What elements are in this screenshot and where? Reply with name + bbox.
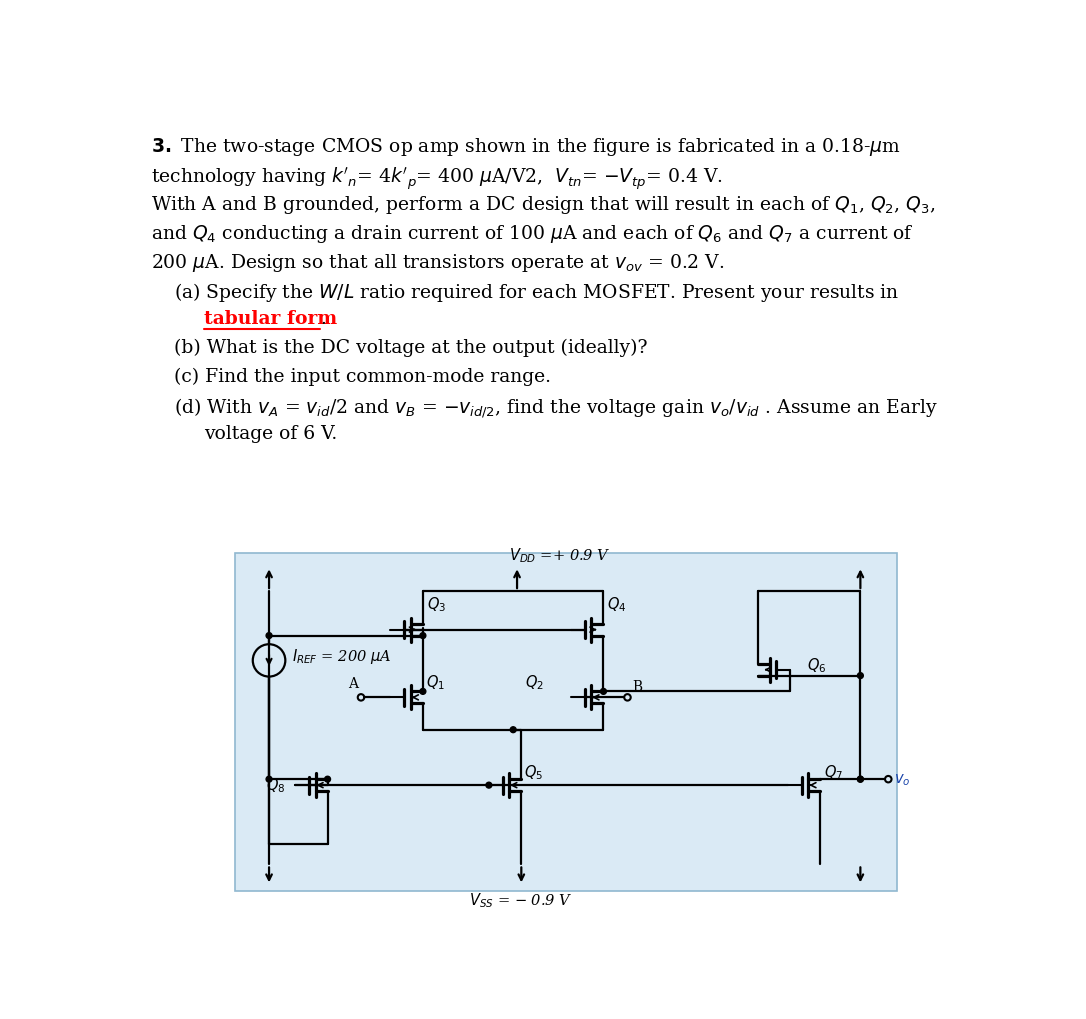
Circle shape xyxy=(485,783,492,789)
Circle shape xyxy=(420,633,426,639)
Text: $Q_6$: $Q_6$ xyxy=(807,656,826,675)
Text: A: A xyxy=(348,676,358,690)
Circle shape xyxy=(601,689,606,695)
Text: $\mathbf{3.}$ The two-stage CMOS op amp shown in the figure is fabricated in a 0: $\mathbf{3.}$ The two-stage CMOS op amp … xyxy=(151,137,900,158)
Text: $Q_7$: $Q_7$ xyxy=(823,763,843,782)
Circle shape xyxy=(858,673,863,679)
Text: $Q_5$: $Q_5$ xyxy=(525,763,544,782)
Text: and $Q_4$ conducting a drain current of 100 $\mu$A and each of $Q_6$ and $Q_7$ a: and $Q_4$ conducting a drain current of … xyxy=(151,223,914,245)
Text: (d) With $v_A$ = $v_{id}$/2 and $v_B$ = $-v_{id/2}$, find the voltage gain $v_o$: (d) With $v_A$ = $v_{id}$/2 and $v_B$ = … xyxy=(175,395,938,420)
Circle shape xyxy=(266,633,272,639)
Text: $V_{SS}$ = $-$ 0.9 V: $V_{SS}$ = $-$ 0.9 V xyxy=(469,890,573,909)
Text: (a) Specify the $\mathit{W/L}$ ratio required for each MOSFET. Present your resu: (a) Specify the $\mathit{W/L}$ ratio req… xyxy=(175,280,900,304)
Circle shape xyxy=(420,689,426,695)
Circle shape xyxy=(858,776,863,783)
Text: $Q_4$: $Q_4$ xyxy=(607,595,627,613)
Text: $v_o$: $v_o$ xyxy=(895,771,911,788)
Text: $V_{DD}$ =+ 0.9 V: $V_{DD}$ =+ 0.9 V xyxy=(509,546,611,565)
Text: (c) Find the input common-mode range.: (c) Find the input common-mode range. xyxy=(175,367,552,385)
Text: $Q_3$: $Q_3$ xyxy=(427,595,446,613)
Text: .: . xyxy=(320,309,326,327)
Circle shape xyxy=(325,776,330,783)
Text: $Q_8$: $Q_8$ xyxy=(266,776,286,795)
Text: technology having $k'_n$= 4$k'_p$= 400 $\mu$A/V2,  $V_{tn}$= $-V_{tp}$= 0.4 V.: technology having $k'_n$= 4$k'_p$= 400 $… xyxy=(151,165,723,192)
Text: $Q_1$: $Q_1$ xyxy=(426,673,445,692)
Text: (b) What is the DC voltage at the output (ideally)?: (b) What is the DC voltage at the output… xyxy=(175,338,648,357)
Circle shape xyxy=(266,776,272,783)
Text: tabular form: tabular form xyxy=(204,309,337,327)
Text: $I_{REF}$ = 200 $\mu$A: $I_{REF}$ = 200 $\mu$A xyxy=(292,647,392,665)
Text: B: B xyxy=(632,679,642,693)
Circle shape xyxy=(858,776,863,783)
Text: 200 $\mu$A. Design so that all transistors operate at $v_{ov}$ = 0.2 V.: 200 $\mu$A. Design so that all transisto… xyxy=(151,252,724,273)
Text: voltage of 6 V.: voltage of 6 V. xyxy=(204,425,337,442)
FancyBboxPatch shape xyxy=(235,553,897,892)
Circle shape xyxy=(510,728,516,733)
Text: $Q_2$: $Q_2$ xyxy=(525,673,544,692)
Text: With A and B grounded, perform a DC design that will result in each of $Q_1$, $Q: With A and B grounded, perform a DC desi… xyxy=(151,194,936,216)
